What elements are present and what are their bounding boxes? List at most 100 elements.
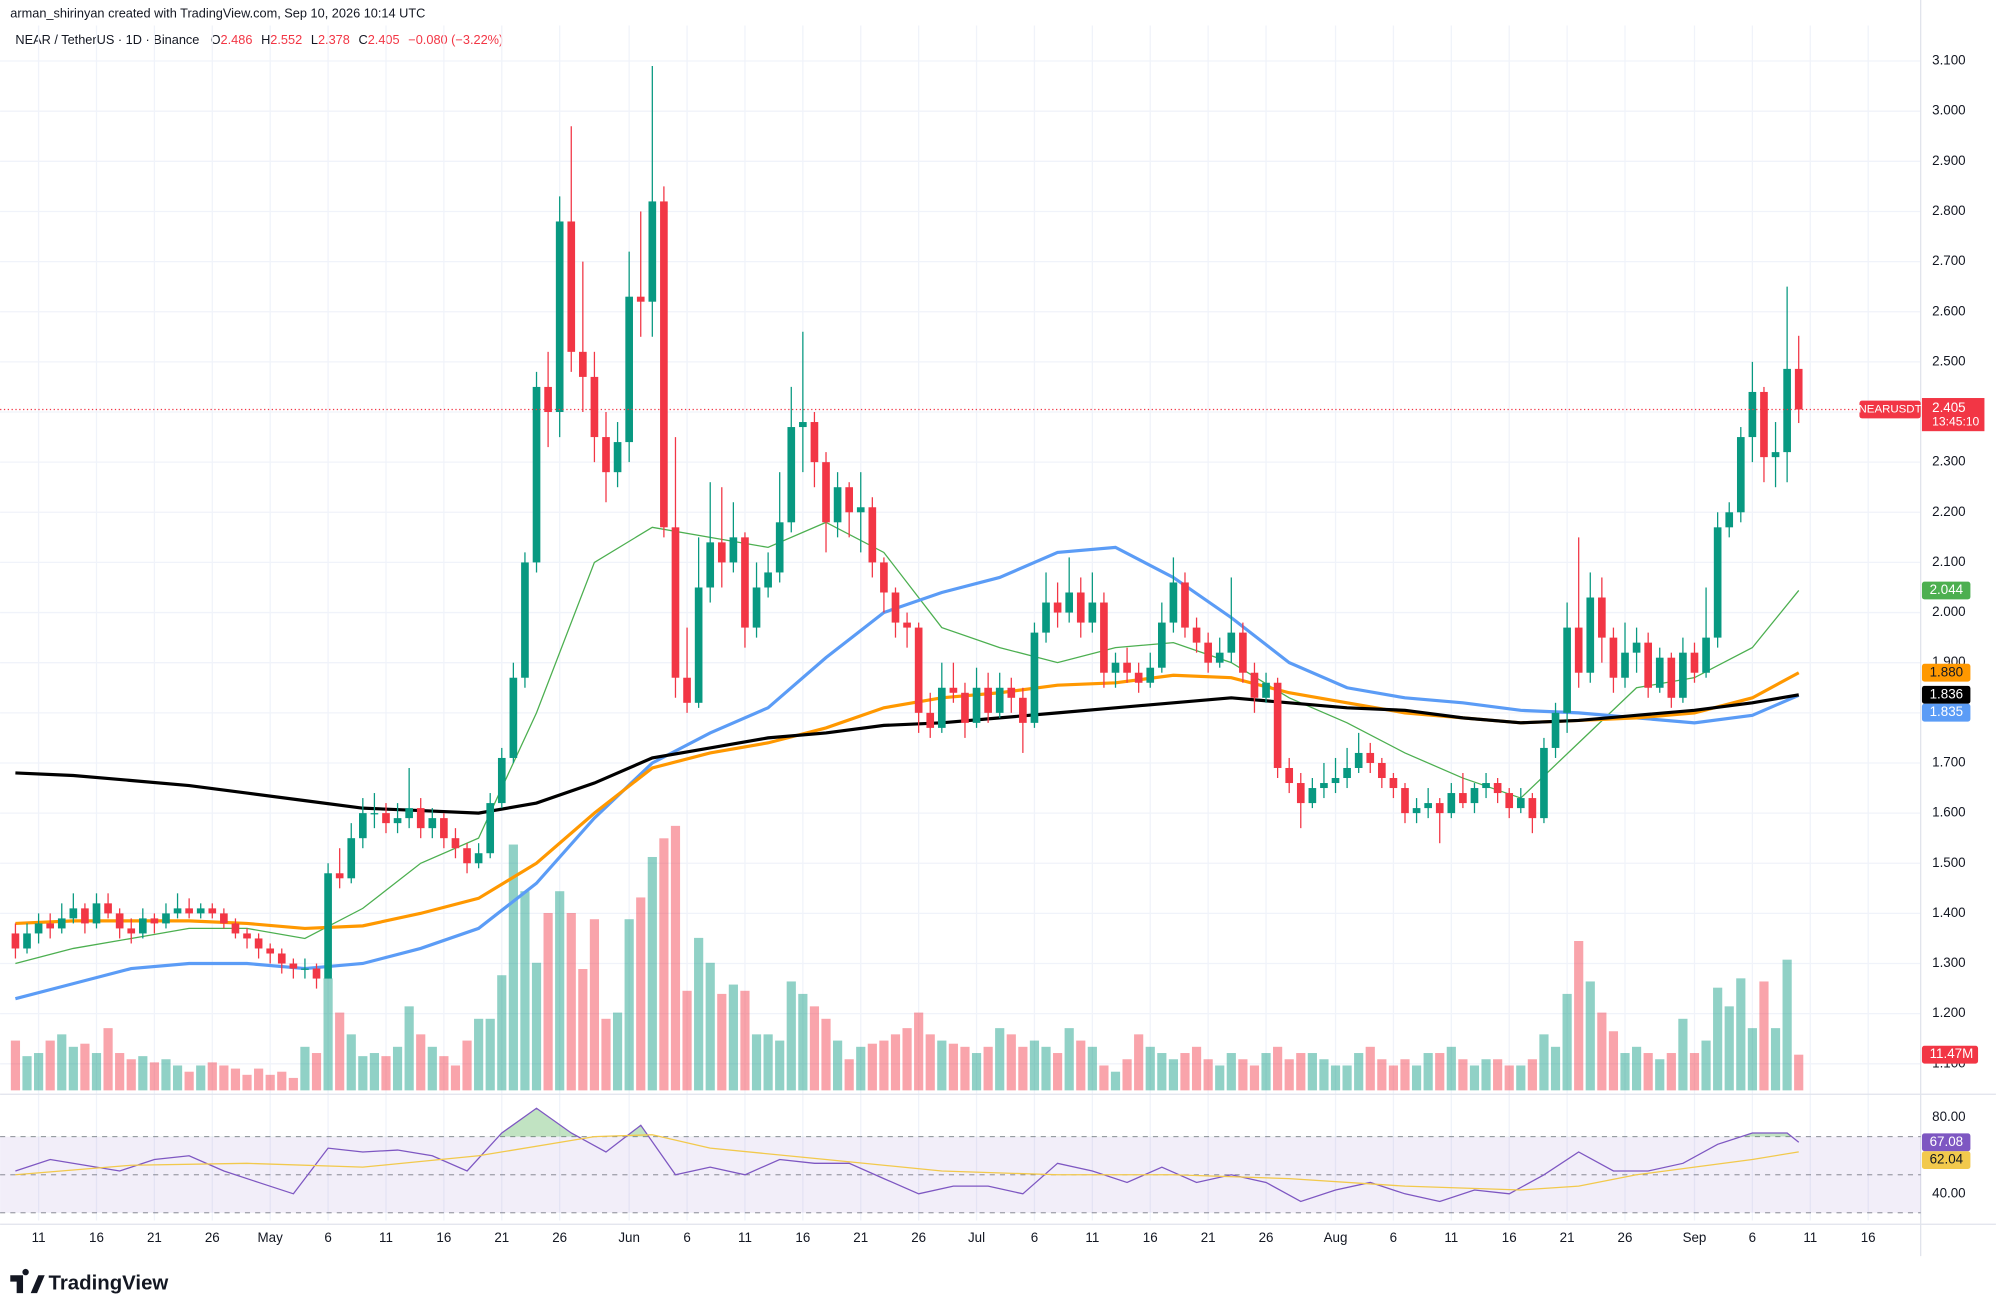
candle-body [463, 848, 471, 864]
volume-bar [138, 1056, 148, 1091]
candle-body [833, 487, 842, 523]
candle-body [1748, 391, 1757, 438]
volume-bar [1631, 1046, 1642, 1091]
candle-body [1713, 527, 1722, 638]
volume-bar [566, 912, 576, 1091]
candle-body [822, 462, 830, 523]
candle-body [220, 913, 228, 924]
volume-bar [1122, 1059, 1132, 1091]
price-box [1921, 398, 1985, 432]
volume-bar [1053, 1053, 1063, 1091]
volume-bar [207, 1062, 217, 1091]
volume-bar [1354, 1053, 1364, 1091]
volume-bar [172, 1065, 183, 1091]
volume-bar [103, 1028, 113, 1091]
volume-bar [821, 1018, 831, 1091]
candle-body [1528, 798, 1537, 819]
candle-body [775, 522, 784, 573]
candle-body [1609, 637, 1618, 678]
candle-body [11, 933, 20, 949]
o-value: 2.486 [221, 32, 253, 47]
volume-bar [833, 1040, 843, 1091]
candle-body [1157, 622, 1166, 668]
candle-body [729, 537, 738, 563]
ma-line [14, 545, 1800, 1001]
candle-body [370, 813, 379, 815]
candle-body [416, 808, 425, 829]
candle-body [1042, 602, 1050, 633]
candle-body [532, 386, 541, 563]
volume-bar [34, 1053, 44, 1091]
volume-bar [1191, 1046, 1202, 1091]
volume-bar [1713, 987, 1723, 1091]
candle-body [810, 422, 819, 463]
volume-bar [809, 1006, 820, 1091]
x-tick-label: Aug [1324, 1230, 1348, 1245]
candle-body [266, 948, 275, 954]
l-value: 2.378 [318, 32, 350, 47]
y-tick-label: 2.700 [1932, 253, 1965, 268]
candle-body [741, 537, 749, 628]
candle-body [1239, 632, 1247, 673]
candle-body [1424, 803, 1432, 809]
volume-bar [647, 856, 657, 1091]
volume-bar [196, 1065, 206, 1091]
candle-body [868, 507, 877, 563]
candle-body [1053, 602, 1062, 613]
volume-bar [1296, 1053, 1306, 1091]
x-tick-label: Jul [968, 1230, 985, 1245]
volume-bar [960, 1046, 970, 1091]
candle-body [1621, 652, 1629, 678]
x-tick-label: Jun [618, 1230, 640, 1245]
candle-body [324, 873, 332, 979]
candle-body [289, 963, 298, 969]
candle-body [625, 296, 633, 443]
candle-body [1331, 778, 1340, 784]
volume-bar [1481, 1059, 1491, 1091]
price-symbol: NEARUSDT [1859, 404, 1922, 416]
volume-bar [1029, 1040, 1040, 1091]
volume-bar [1423, 1053, 1433, 1091]
candle-body [138, 918, 147, 934]
candle-body [914, 627, 923, 713]
candle-body [196, 908, 205, 914]
x-tick-label: 16 [1861, 1230, 1876, 1245]
x-tick-label: 6 [324, 1230, 331, 1245]
volume-bar [1689, 1053, 1700, 1091]
candle-body [567, 221, 576, 352]
x-tick-label: 6 [1749, 1230, 1756, 1245]
volume-bar [91, 1053, 102, 1091]
y-tick-label: 3.100 [1932, 53, 1965, 68]
volume-bar [1215, 1065, 1225, 1091]
candle-body [1435, 803, 1444, 814]
y-tick-label: 1.400 [1932, 905, 1965, 920]
l-label: L [311, 32, 318, 47]
candle-body [555, 221, 564, 413]
volume-bar [1203, 1059, 1213, 1091]
x-tick-label: May [258, 1230, 284, 1245]
rsi-value: 67.08 [1930, 1134, 1963, 1149]
candle-body [115, 913, 124, 929]
x-tick-label: 16 [89, 1230, 104, 1245]
volume-bar [705, 962, 715, 1091]
volume-bar [369, 1053, 379, 1091]
ma-value: 2.044 [1930, 582, 1964, 597]
volume-bar [1701, 1040, 1711, 1091]
volume-bar [416, 1034, 426, 1091]
volume-bar [485, 1018, 495, 1091]
volume-bar [1527, 1059, 1537, 1091]
volume-bar [392, 1046, 403, 1091]
ma-value: 1.835 [1930, 704, 1963, 719]
volume-bar [22, 1056, 32, 1091]
candle-body [46, 923, 55, 929]
candle-body [1667, 657, 1676, 698]
candle-body [660, 201, 668, 528]
volume-bar [1330, 1065, 1341, 1091]
volume-bar [1064, 1028, 1074, 1091]
logo: TradingView [10, 1268, 168, 1295]
candle-body [648, 201, 657, 302]
volume-bar [149, 1062, 159, 1091]
candle-body [1586, 597, 1595, 673]
rsi-tick-label: 80.00 [1932, 1109, 1965, 1124]
